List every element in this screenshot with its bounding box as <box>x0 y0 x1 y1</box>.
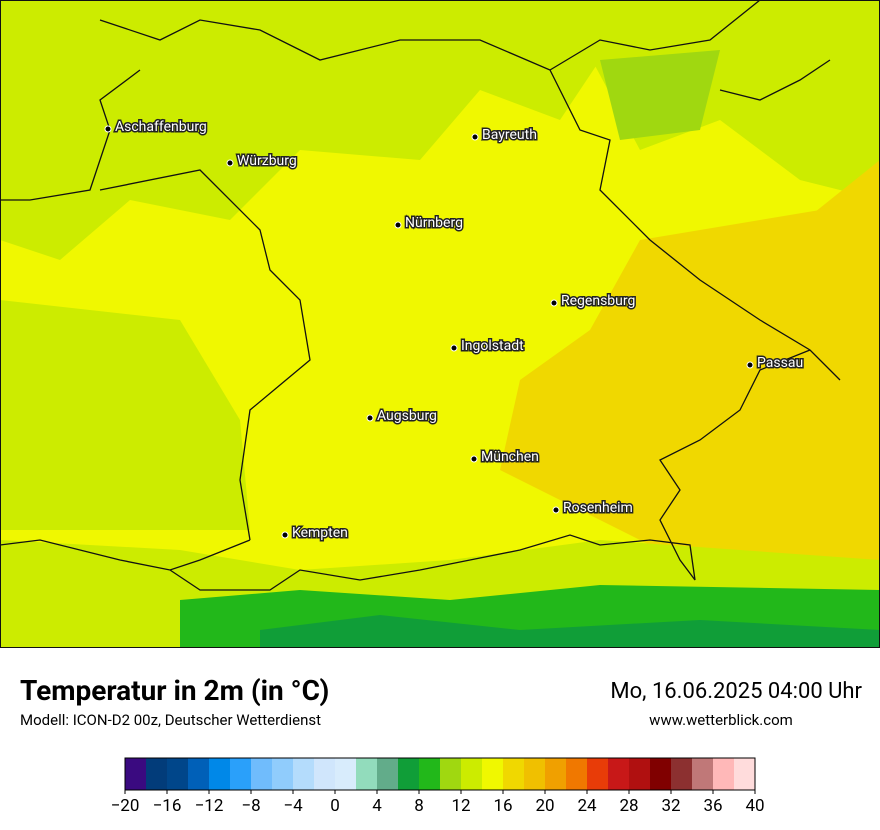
colorbar-segment <box>692 758 714 790</box>
city-label: Würzburg <box>237 153 297 169</box>
colorbar-segment <box>524 758 546 790</box>
city-label: Augsburg <box>377 408 437 424</box>
terrain <box>0 0 600 260</box>
colorbar: −20 −16 −12 −8 −4 0 4 8 12 16 20 24 28 32 36 40 <box>111 757 765 816</box>
colorbar-tick-label: 16 <box>493 796 512 816</box>
colorbar-segment <box>230 758 252 790</box>
city-label: Nürnberg <box>405 215 463 231</box>
title: Temperatur in 2m (in °C) <box>20 674 329 707</box>
city-marker <box>746 361 754 369</box>
colorbar-tick-label: −4 <box>283 796 303 816</box>
colorbar-tick-label: 8 <box>414 796 424 816</box>
colorbar-segment <box>671 758 693 790</box>
city-label: Bayreuth <box>482 127 537 143</box>
colorbar-segment <box>272 758 294 790</box>
colorbar-segment <box>587 758 609 790</box>
city-marker <box>226 159 234 167</box>
city-label: Ingolstadt <box>461 338 524 354</box>
colorbar-segment <box>440 758 462 790</box>
terrain <box>500 200 880 560</box>
city-marker <box>471 133 479 141</box>
colorbar-tick-label: 40 <box>745 796 764 816</box>
colorbar-segment <box>167 758 189 790</box>
city-marker <box>394 221 402 229</box>
colorbar-tick-label: 28 <box>619 796 638 816</box>
colorbar-segment <box>419 758 441 790</box>
colorbar-tick-label: 0 <box>330 796 340 816</box>
colorbar-segment <box>566 758 588 790</box>
colorbar-segment <box>188 758 210 790</box>
colorbar-segment <box>251 758 273 790</box>
city-marker <box>552 506 560 514</box>
colorbar-tick-label: −8 <box>241 796 260 816</box>
terrain <box>600 50 720 140</box>
terrain <box>780 160 880 330</box>
colorbar-tick-label: 32 <box>661 796 680 816</box>
city-label: Rosenheim <box>563 500 633 516</box>
terrain <box>560 0 880 200</box>
city-marker <box>550 299 558 307</box>
colorbar-segment <box>398 758 420 790</box>
city-marker <box>470 455 478 463</box>
city-label: Passau <box>757 355 803 371</box>
subtitle: Modell: ICON-D2 00z, Deutscher Wetterdie… <box>20 711 321 729</box>
terrain <box>0 300 250 530</box>
colorbar-tick-label: 20 <box>535 796 554 816</box>
colorbar-segment <box>335 758 357 790</box>
city-label: Regensburg <box>561 293 635 309</box>
colorbar-tick-label: 4 <box>372 796 382 816</box>
colorbar-segment <box>713 758 735 790</box>
colorbar-segment <box>650 758 672 790</box>
colorbar-tick-label: 36 <box>703 796 722 816</box>
colorbar-frame <box>124 757 756 791</box>
colorbar-segment <box>461 758 483 790</box>
colorbar-tick-label: −12 <box>195 796 224 816</box>
colorbar-segment <box>629 758 651 790</box>
city-marker <box>450 344 458 352</box>
border <box>0 0 841 591</box>
colorbar-segment <box>146 758 168 790</box>
colorbar-segment <box>314 758 336 790</box>
city-marker <box>366 414 374 422</box>
datetime: Mo, 16.06.2025 04:00 Uhr <box>610 679 862 704</box>
city-marker <box>281 531 289 539</box>
colorbar-tick-label: −16 <box>153 796 182 816</box>
alps <box>260 615 880 648</box>
colorbar-segment <box>125 758 147 790</box>
map-area: Aschaffenburg Würzburg Bayreuth Nürnberg… <box>0 0 880 648</box>
colorbar-segment <box>482 758 504 790</box>
colorbar-segment <box>734 758 756 790</box>
website: www.wetterblick.com <box>649 711 793 729</box>
colorbar-segment <box>608 758 630 790</box>
colorbar-segment <box>545 758 567 790</box>
colorbar-segment <box>503 758 525 790</box>
colorbar-tick-label: 12 <box>451 796 470 816</box>
colorbar-tick-label: 24 <box>577 796 597 816</box>
city-marker <box>104 125 112 133</box>
city-labels: Aschaffenburg Würzburg Bayreuth Nürnberg… <box>104 118 805 543</box>
city-label: München <box>481 449 539 465</box>
colorbar-segment <box>293 758 315 790</box>
colorbar-segment <box>377 758 399 790</box>
colorbar-tick-label: −20 <box>111 796 140 816</box>
city-label: Kempten <box>292 525 348 541</box>
colorbar-segment <box>356 758 378 790</box>
city-label: Aschaffenburg <box>115 119 207 135</box>
colorbar-segment <box>209 758 231 790</box>
